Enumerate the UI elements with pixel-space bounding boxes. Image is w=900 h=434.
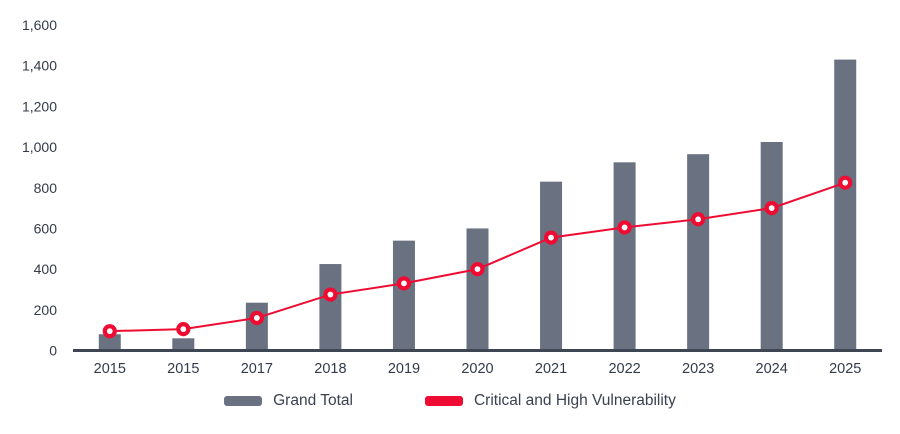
x-tick-label: 2019 — [388, 361, 420, 377]
y-tick-label: 1,400 — [22, 58, 57, 74]
x-tick-label: 2022 — [608, 361, 640, 377]
y-tick-label: 800 — [34, 180, 58, 196]
line-marker-2015 — [102, 324, 117, 339]
critical-high-label: Critical and High Vulnerability — [473, 392, 676, 409]
line-marker-2025 — [838, 175, 853, 190]
y-tick-label: 600 — [34, 220, 58, 236]
x-tick-label: 2024 — [756, 361, 788, 377]
x-tick-label: 2017 — [241, 361, 273, 377]
bar-2021 — [540, 181, 563, 349]
bar-2023 — [687, 154, 710, 349]
bar-2018 — [319, 264, 342, 349]
bar-2015 — [98, 334, 121, 349]
chart-legend: Grand Total Critical and High Vulnerabil… — [0, 392, 900, 410]
bar-2020 — [466, 228, 489, 349]
line-marker-2017 — [249, 310, 264, 326]
x-tick-label: 2015 — [94, 361, 126, 377]
y-tick-label: 0 — [49, 343, 57, 359]
line-marker-2020 — [470, 262, 485, 277]
bar-2017 — [245, 302, 268, 349]
x-tick-label: 2023 — [682, 361, 714, 377]
bar-2024 — [760, 141, 783, 349]
bar-2019 — [392, 240, 415, 349]
line-marker-2024 — [764, 200, 779, 216]
y-tick-label: 200 — [34, 302, 58, 318]
x-tick-label: 2018 — [314, 361, 346, 377]
grand-total-label: Grand Total — [273, 392, 353, 409]
bar-2022 — [613, 162, 636, 349]
line-marker-2021 — [543, 230, 559, 245]
x-tick-label: 2021 — [535, 361, 567, 377]
x-tick-label: 2015 — [167, 361, 199, 377]
y-tick-label: 400 — [34, 261, 58, 277]
bar-2025 — [834, 59, 857, 349]
legend-item-critical-high: Critical and High Vulnerability — [424, 392, 676, 410]
y-tick-label: 1,200 — [22, 98, 57, 114]
grand-total-swatch — [224, 396, 263, 406]
legend-item-grand-total: Grand Total — [224, 392, 353, 410]
line-marker-2022 — [617, 220, 632, 235]
line-marker-2023 — [691, 212, 706, 227]
line-marker-2018 — [323, 287, 338, 302]
y-tick-label: 1,600 — [22, 17, 57, 33]
critical-high-swatch — [424, 396, 463, 406]
x-tick-label: 2025 — [829, 361, 861, 377]
line-marker-2015 — [176, 322, 191, 337]
x-tick-label: 2020 — [461, 361, 493, 377]
y-tick-label: 1,000 — [22, 139, 57, 155]
line-marker-2019 — [396, 276, 412, 291]
bar-2015 — [172, 338, 195, 349]
